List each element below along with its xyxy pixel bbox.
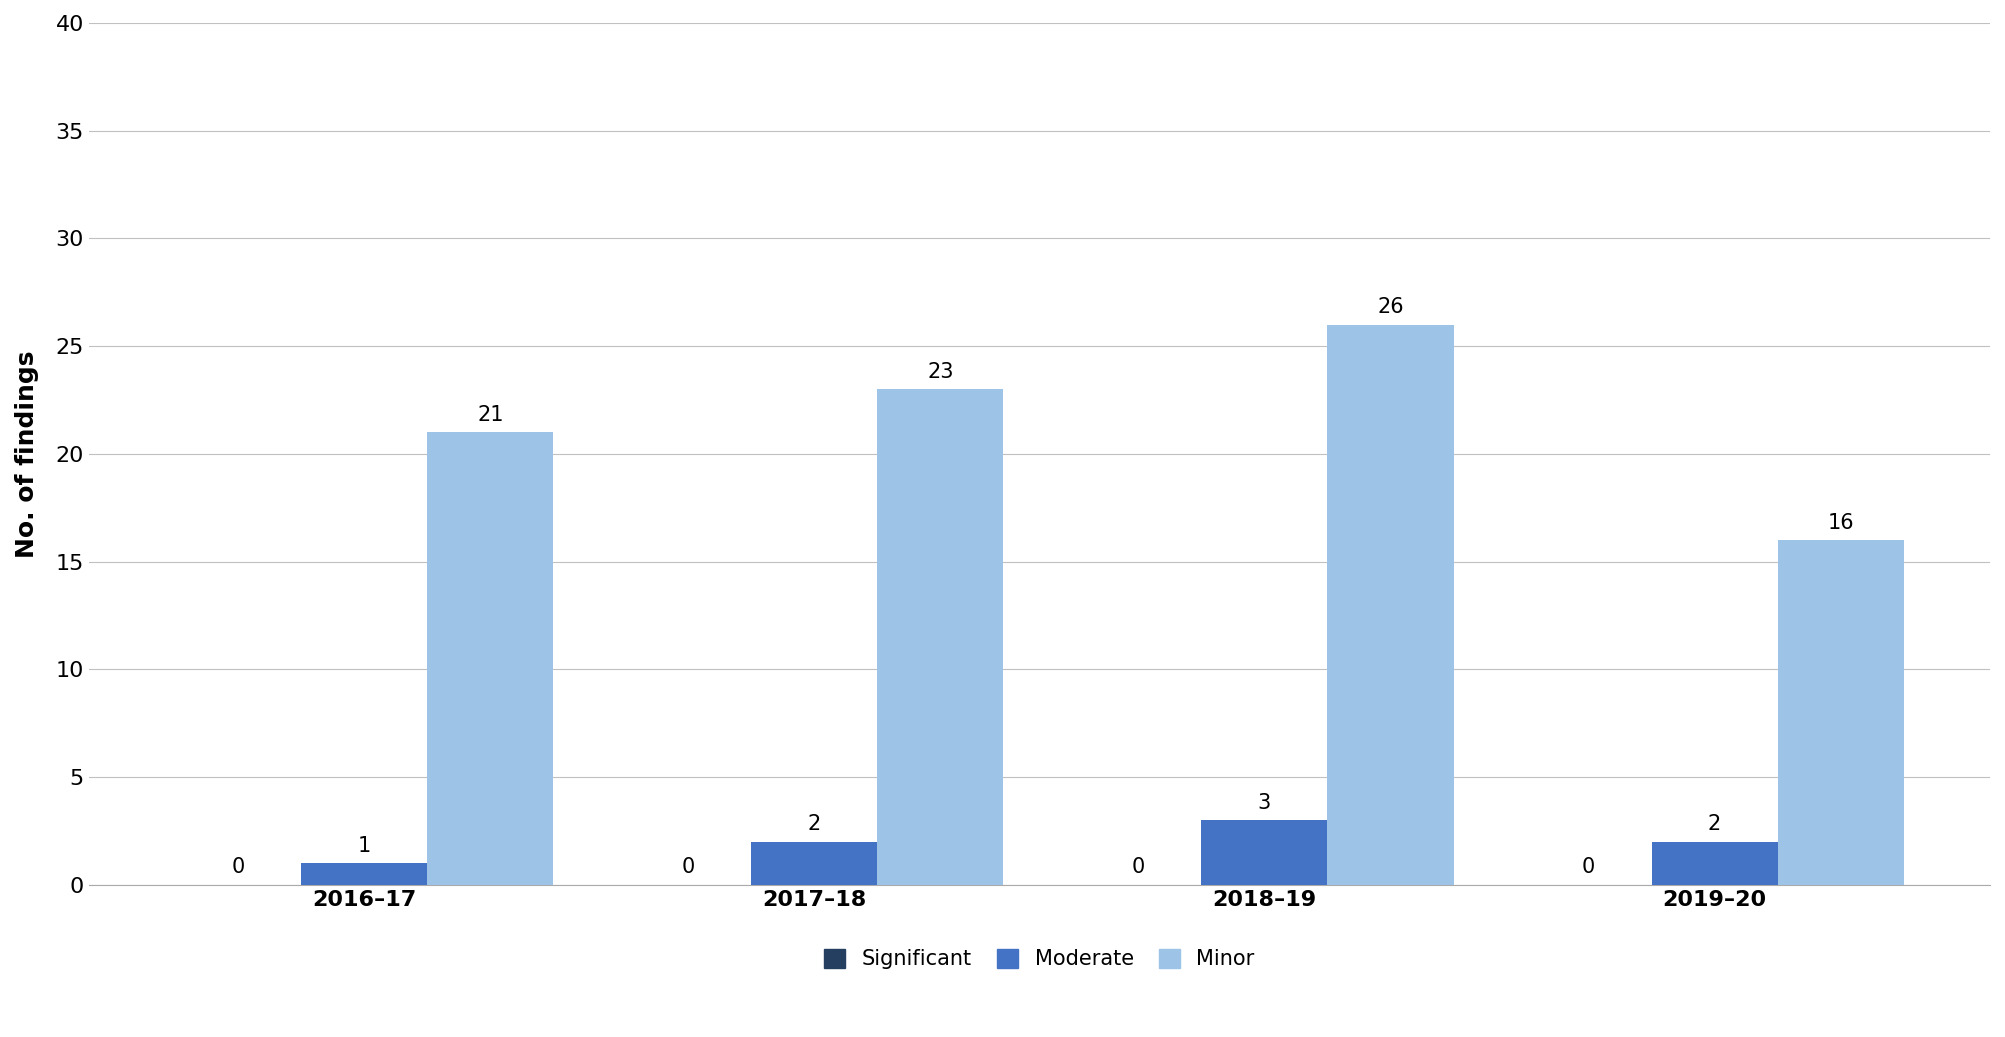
Text: 0: 0 (682, 858, 696, 877)
Text: 2: 2 (1708, 814, 1720, 834)
Text: 26: 26 (1377, 297, 1404, 317)
Bar (1652, 842, 1778, 885)
Bar (301, 863, 427, 885)
Bar (427, 432, 553, 885)
Y-axis label: No. of findings: No. of findings (14, 351, 38, 558)
Bar (752, 842, 878, 885)
Bar (1778, 540, 1903, 885)
Bar (1327, 325, 1454, 885)
Text: 21: 21 (477, 404, 503, 425)
Text: 0: 0 (1133, 858, 1145, 877)
Text: 1: 1 (357, 836, 371, 856)
Text: 3: 3 (1257, 792, 1271, 813)
Bar (1201, 820, 1327, 885)
Text: 23: 23 (926, 362, 954, 382)
Bar (878, 389, 1002, 885)
Text: 0: 0 (233, 858, 245, 877)
Text: 0: 0 (1582, 858, 1596, 877)
Text: 2: 2 (808, 814, 820, 834)
Text: 16: 16 (1827, 512, 1855, 533)
Legend: Significant, Moderate, Minor: Significant, Moderate, Minor (816, 941, 1263, 978)
